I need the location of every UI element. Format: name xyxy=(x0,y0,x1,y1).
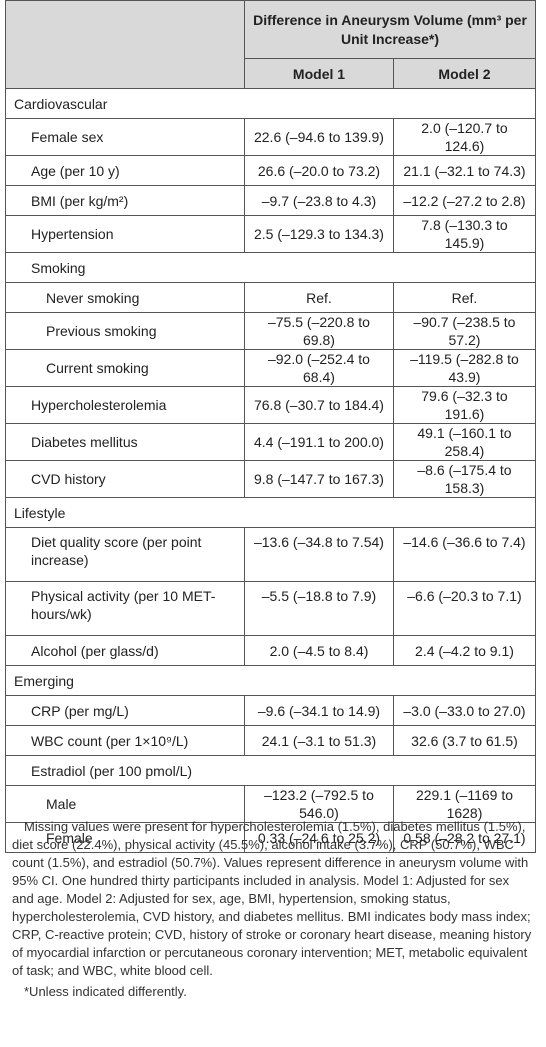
row-label: Previous smoking xyxy=(4,312,246,350)
table-row: Age (per 10 y) 26.6 (–20.0 to 73.2) 21.1 (… xyxy=(4,155,537,186)
cell-value: 26.6 (–20.0 to 73.2) xyxy=(244,155,394,186)
cell-value: 0.33 (–24.6 to 25.2) xyxy=(244,822,394,853)
row-label: Never smoking xyxy=(4,282,246,313)
column-header: Model 1 xyxy=(244,58,394,89)
section-title: Cardiovascular xyxy=(5,88,536,119)
results-table: Difference in Aneurysm Volume (mm³ per U… xyxy=(4,0,537,853)
table-row: Estradiol (per 100 pmol/L) xyxy=(5,755,536,786)
cell-value: –8.6 (–175.4 to 158.3) xyxy=(392,460,537,498)
cell-value: Ref. xyxy=(244,282,394,313)
column-header: Model 2 xyxy=(392,58,537,89)
row-label: BMI (per kg/m²) xyxy=(4,185,246,216)
corner-cell xyxy=(4,0,246,89)
cell-value: –3.0 (–33.0 to 27.0) xyxy=(392,695,537,726)
cell-value: –12.2 (–27.2 to 2.8) xyxy=(392,185,537,216)
table-row: Male –123.2 (–792.5 to 546.0) 229.1 (–1169… xyxy=(4,785,537,823)
section-title: Lifestyle xyxy=(5,497,536,528)
cell-value: 2.5 (–129.3 to 134.3) xyxy=(244,215,394,253)
row-label: WBC count (per 1×10⁹/L) xyxy=(4,725,246,756)
cell-value: 0.58 (–28.2 to 27.1) xyxy=(392,822,537,853)
table-row: Current smoking –92.0 (–252.4 to 68.4) –11… xyxy=(4,349,537,387)
table-row: CVD history 9.8 (–147.7 to 167.3) –8.6 (–1… xyxy=(4,460,537,498)
table-row: Diet quality score (per point increase) –… xyxy=(4,527,537,582)
cell-value: 2.0 (–120.7 to 124.6) xyxy=(392,118,537,156)
table-row: Alcohol (per glass/d) 2.0 (–4.5 to 8.4) 2.… xyxy=(4,635,537,666)
row-label: Hypertension xyxy=(4,215,246,253)
cell-value: Ref. xyxy=(392,282,537,313)
table-row: Never smoking Ref. Ref. xyxy=(4,282,537,313)
footnotes: Missing values were present for hypercho… xyxy=(12,818,534,1001)
row-label: CVD history xyxy=(4,460,246,498)
cell-value: 21.1 (–32.1 to 74.3) xyxy=(392,155,537,186)
group-label: Estradiol (per 100 pmol/L) xyxy=(5,755,536,786)
table-row: Female sex 22.6 (–94.6 to 139.9) 2.0 (–120… xyxy=(4,118,537,156)
row-label: Diet quality score (per point increase) xyxy=(4,527,246,582)
cell-value: 7.8 (–130.3 to 145.9) xyxy=(392,215,537,253)
cell-value: –13.6 (–34.8 to 7.54) xyxy=(244,527,394,582)
cell-value: 49.1 (–160.1 to 258.4) xyxy=(392,423,537,461)
row-label: Female sex xyxy=(4,118,246,156)
row-label: Physical activity (per 10 MET-hours/wk) xyxy=(4,581,246,636)
row-label: Age (per 10 y) xyxy=(4,155,246,186)
cell-value: 32.6 (3.7 to 61.5) xyxy=(392,725,537,756)
cell-value: 9.8 (–147.7 to 167.3) xyxy=(244,460,394,498)
cell-value: 22.6 (–94.6 to 139.9) xyxy=(244,118,394,156)
table-body: Cardiovascular Female sex 22.6 (–94.6 to 1… xyxy=(4,88,537,853)
cell-value: 2.0 (–4.5 to 8.4) xyxy=(244,635,394,666)
cell-value: –92.0 (–252.4 to 68.4) xyxy=(244,349,394,387)
row-label: Female xyxy=(4,822,246,853)
cell-value: –6.6 (–20.3 to 7.1) xyxy=(392,581,537,636)
cell-value: 4.4 (–191.1 to 200.0) xyxy=(244,423,394,461)
row-label: Male xyxy=(4,785,246,823)
table-row: Smoking xyxy=(5,252,536,283)
table-row: Diabetes mellitus 4.4 (–191.1 to 200.0) 49… xyxy=(4,423,537,461)
row-label: Alcohol (per glass/d) xyxy=(4,635,246,666)
table-row: Physical activity (per 10 MET-hours/wk) –… xyxy=(4,581,537,636)
cell-value: 2.4 (–4.2 to 9.1) xyxy=(392,635,537,666)
cell-value: –119.5 (–282.8 to 43.9) xyxy=(392,349,537,387)
cell-value: –75.5 (–220.8 to 69.8) xyxy=(244,312,394,350)
table-row: Hypercholesterolemia 76.8 (–30.7 to 184.4… xyxy=(4,386,537,424)
table-row: WBC count (per 1×10⁹/L) 24.1 (–3.1 to 51.… xyxy=(4,725,537,756)
table-row: CRP (per mg/L) –9.6 (–34.1 to 14.9) –3.0 (… xyxy=(4,695,537,726)
cell-value: 79.6 (–32.3 to 191.6) xyxy=(392,386,537,424)
cell-value: –90.7 (–238.5 to 57.2) xyxy=(392,312,537,350)
section-row: Lifestyle xyxy=(5,497,536,528)
cell-value: –14.6 (–36.6 to 7.4) xyxy=(392,527,537,582)
row-label: Diabetes mellitus xyxy=(4,423,246,461)
cell-value: 24.1 (–3.1 to 51.3) xyxy=(244,725,394,756)
section-title: Emerging xyxy=(5,665,536,696)
cell-value: –123.2 (–792.5 to 546.0) xyxy=(244,785,394,823)
row-label: CRP (per mg/L) xyxy=(4,695,246,726)
table-row: Female 0.33 (–24.6 to 25.2) 0.58 (–28.2 to… xyxy=(4,822,537,853)
table-row: BMI (per kg/m²) –9.7 (–23.8 to 4.3) –12.2 … xyxy=(4,185,537,216)
cell-value: –5.5 (–18.8 to 7.9) xyxy=(244,581,394,636)
cell-value: 229.1 (–1169 to 1628) xyxy=(392,785,537,823)
group-label: Smoking xyxy=(5,252,536,283)
section-row: Cardiovascular xyxy=(5,88,536,119)
section-row: Emerging xyxy=(5,665,536,696)
table-row: Previous smoking –75.5 (–220.8 to 69.8) –9… xyxy=(4,312,537,350)
table-row: Hypertension 2.5 (–129.3 to 134.3) 7.8 (–1… xyxy=(4,215,537,253)
header-title: Difference in Aneurysm Volume (mm³ per U… xyxy=(244,0,536,59)
cell-value: 76.8 (–30.7 to 184.4) xyxy=(244,386,394,424)
row-label: Current smoking xyxy=(4,349,246,387)
cell-value: –9.7 (–23.8 to 4.3) xyxy=(244,185,394,216)
footnote: Missing values were present for hypercho… xyxy=(12,819,532,978)
cell-value: –9.6 (–34.1 to 14.9) xyxy=(244,695,394,726)
footnote: *Unless indicated differently. xyxy=(24,984,187,999)
row-label: Hypercholesterolemia xyxy=(4,386,246,424)
